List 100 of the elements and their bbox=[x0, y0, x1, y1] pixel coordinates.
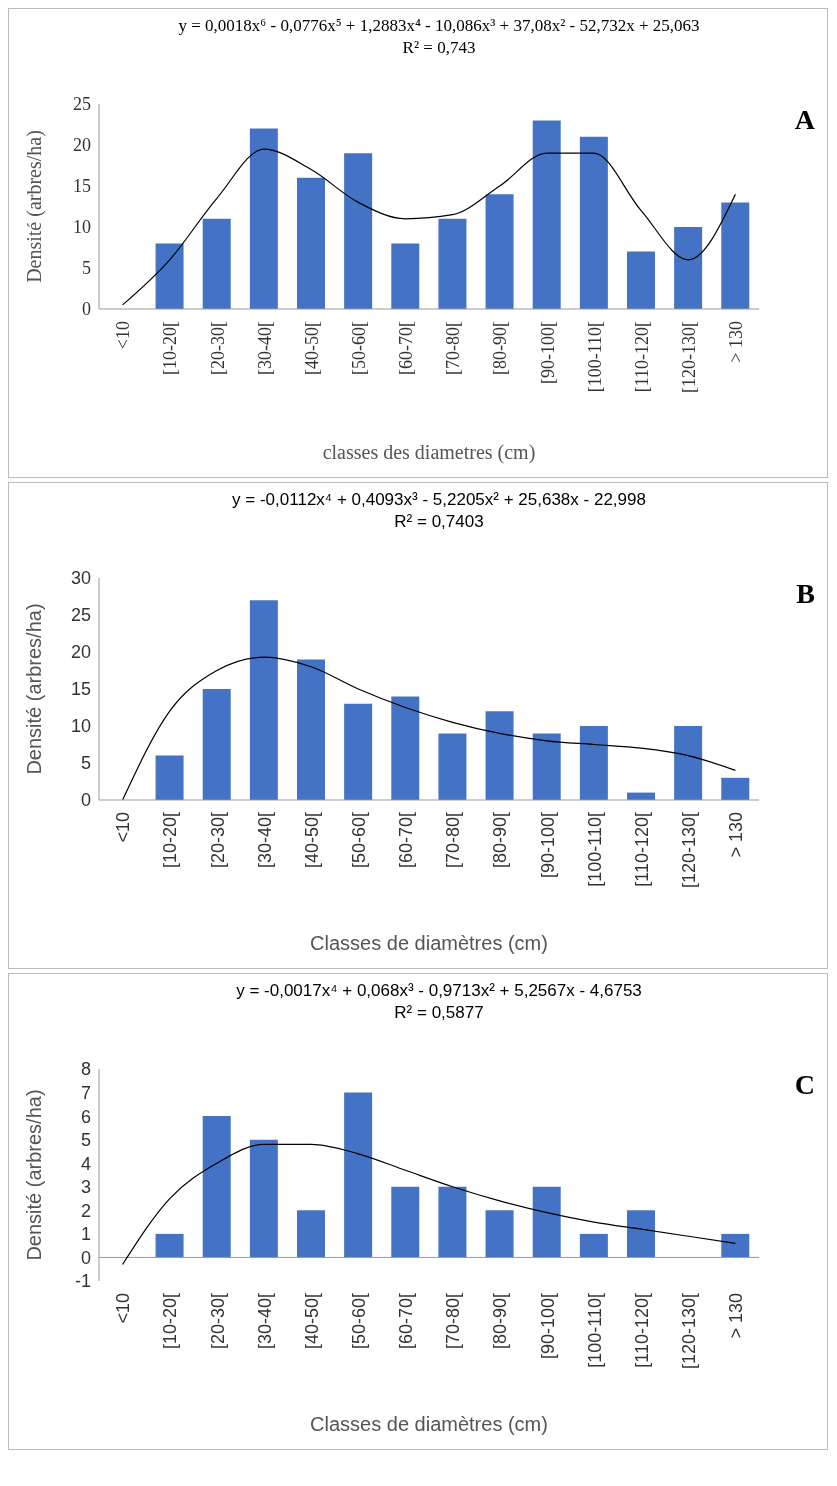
x-tick-label: [40-50[ bbox=[301, 321, 322, 375]
bar bbox=[485, 1210, 514, 1258]
y-tick-label: 0 bbox=[80, 1247, 91, 1268]
x-tick-label: [80-90[ bbox=[490, 321, 511, 375]
x-tick-label: [100-110[ bbox=[584, 1293, 605, 1368]
x-tick-label: [60-70[ bbox=[396, 1293, 417, 1350]
bar bbox=[155, 755, 184, 800]
bar bbox=[674, 227, 703, 309]
bar bbox=[391, 243, 420, 309]
x-tick-label: [20-30[ bbox=[207, 321, 228, 375]
x-tick-label: [70-80[ bbox=[443, 812, 464, 869]
x-tick-label: [100-110[ bbox=[584, 812, 605, 887]
x-tick-label: > 130 bbox=[726, 1293, 747, 1339]
bar bbox=[297, 177, 325, 309]
x-tick-label: [110-120[ bbox=[631, 1293, 652, 1368]
line-series bbox=[121, 656, 737, 800]
x-tick-label: [60-70[ bbox=[396, 812, 417, 869]
x-tick-label: <10 bbox=[113, 812, 134, 843]
text: R² = 0,5877 bbox=[393, 1002, 485, 1024]
x-tick-label: [110-120[ bbox=[631, 321, 652, 393]
x-tick-label: [70-80[ bbox=[443, 321, 464, 375]
line-series bbox=[121, 148, 737, 306]
y-tick-label: 25 bbox=[73, 94, 91, 115]
y-axis-title: Densité (arbres/ha) bbox=[23, 130, 47, 283]
x-tick-label: [30-40[ bbox=[254, 812, 275, 869]
bar bbox=[155, 243, 184, 309]
x-tick-label: [70-80[ bbox=[443, 1293, 464, 1350]
x-tick-label: [30-40[ bbox=[254, 321, 275, 375]
bar bbox=[344, 703, 373, 800]
y-tick-label: 10 bbox=[73, 217, 91, 238]
x-tick-label: [30-40[ bbox=[254, 1293, 275, 1350]
y-axis-title: Densité (arbres/ha) bbox=[23, 603, 46, 775]
text: y = -0,0017x⁴ + 0,068x³ - 0,9713x² + 5,2567x - 4,6753 bbox=[235, 980, 643, 1002]
x-tick-label: [50-60[ bbox=[349, 1293, 370, 1350]
x-tick-label: > 130 bbox=[726, 321, 747, 363]
bar bbox=[344, 1092, 373, 1258]
x-axis-title: Classes de diamètres (cm) bbox=[310, 1413, 548, 1435]
bar bbox=[532, 733, 561, 800]
y-tick-label: 30 bbox=[70, 568, 91, 589]
y-tick-label: 0 bbox=[80, 790, 91, 811]
x-tick-label: [120-130[ bbox=[679, 321, 700, 393]
x-tick-label: [90-100[ bbox=[537, 1293, 558, 1360]
x-tick-label: [90-100[ bbox=[537, 321, 558, 384]
y-tick-label: 20 bbox=[70, 642, 91, 663]
text: y = -0,0112x⁴ + 0,4093x³ - 5,2205x² + 25,638x - 22,998 bbox=[231, 489, 647, 511]
y-tick-label: -1 bbox=[74, 1271, 91, 1292]
x-tick-label: [80-90[ bbox=[490, 812, 511, 869]
text: A bbox=[794, 104, 815, 136]
x-tick-label: [60-70[ bbox=[396, 321, 417, 375]
text: R² = 0,743 bbox=[401, 37, 477, 59]
x-tick-label: [20-30[ bbox=[207, 812, 228, 869]
bar bbox=[344, 153, 373, 309]
bar bbox=[438, 218, 467, 309]
x-tick-label: <10 bbox=[113, 1293, 134, 1324]
x-tick-label: [120-130[ bbox=[679, 812, 700, 889]
x-tick-label: [50-60[ bbox=[349, 321, 370, 375]
y-tick-label: 20 bbox=[73, 135, 91, 156]
bar bbox=[438, 733, 467, 800]
bar bbox=[438, 1186, 467, 1258]
text: B bbox=[796, 578, 815, 610]
y-tick-label: 15 bbox=[73, 176, 91, 197]
y-tick-label: 1 bbox=[80, 1224, 91, 1245]
x-tick-label: [10-20[ bbox=[160, 1293, 181, 1350]
y-tick-label: 5 bbox=[82, 258, 91, 279]
y-tick-label: 3 bbox=[80, 1177, 91, 1198]
y-tick-label: 15 bbox=[70, 679, 91, 700]
bar bbox=[485, 194, 514, 309]
bar bbox=[721, 202, 750, 309]
text: C bbox=[794, 1069, 815, 1101]
text: y = 0,0018x⁶ - 0,0776x⁵ + 1,2883x⁴ - 10,086x³ + 37,08x² - 52,732x + 25,063 bbox=[177, 15, 701, 37]
bar bbox=[249, 128, 278, 309]
y-tick-label: 10 bbox=[70, 716, 91, 737]
bar bbox=[485, 711, 514, 800]
x-tick-label: [40-50[ bbox=[301, 1293, 322, 1350]
bar bbox=[249, 600, 278, 800]
y-tick-label: 6 bbox=[80, 1106, 91, 1127]
x-axis-title: Classes de diamètres (cm) bbox=[310, 932, 548, 954]
x-tick-label: [90-100[ bbox=[537, 812, 558, 879]
x-axis-title: classes des diametres (cm) bbox=[322, 441, 536, 464]
bar bbox=[532, 1186, 561, 1258]
bar bbox=[579, 1233, 608, 1258]
bar bbox=[202, 689, 231, 800]
bar bbox=[532, 120, 561, 309]
y-tick-label: 5 bbox=[80, 1130, 91, 1151]
line-series bbox=[121, 1143, 737, 1266]
x-tick-label: <10 bbox=[113, 321, 134, 350]
bar bbox=[249, 1139, 278, 1258]
y-tick-label: 8 bbox=[80, 1059, 91, 1080]
bar bbox=[155, 1233, 184, 1258]
y-tick-label: 0 bbox=[82, 299, 91, 320]
x-tick-label: [10-20[ bbox=[160, 812, 181, 869]
x-tick-label: > 130 bbox=[726, 812, 747, 858]
x-tick-label: [20-30[ bbox=[207, 1293, 228, 1350]
x-tick-label: [120-130[ bbox=[679, 1293, 700, 1370]
x-tick-label: [80-90[ bbox=[490, 1293, 511, 1350]
bar bbox=[721, 1233, 750, 1258]
bar bbox=[391, 696, 420, 800]
bar bbox=[579, 726, 608, 800]
y-tick-label: 4 bbox=[80, 1153, 91, 1174]
bar bbox=[721, 777, 750, 800]
